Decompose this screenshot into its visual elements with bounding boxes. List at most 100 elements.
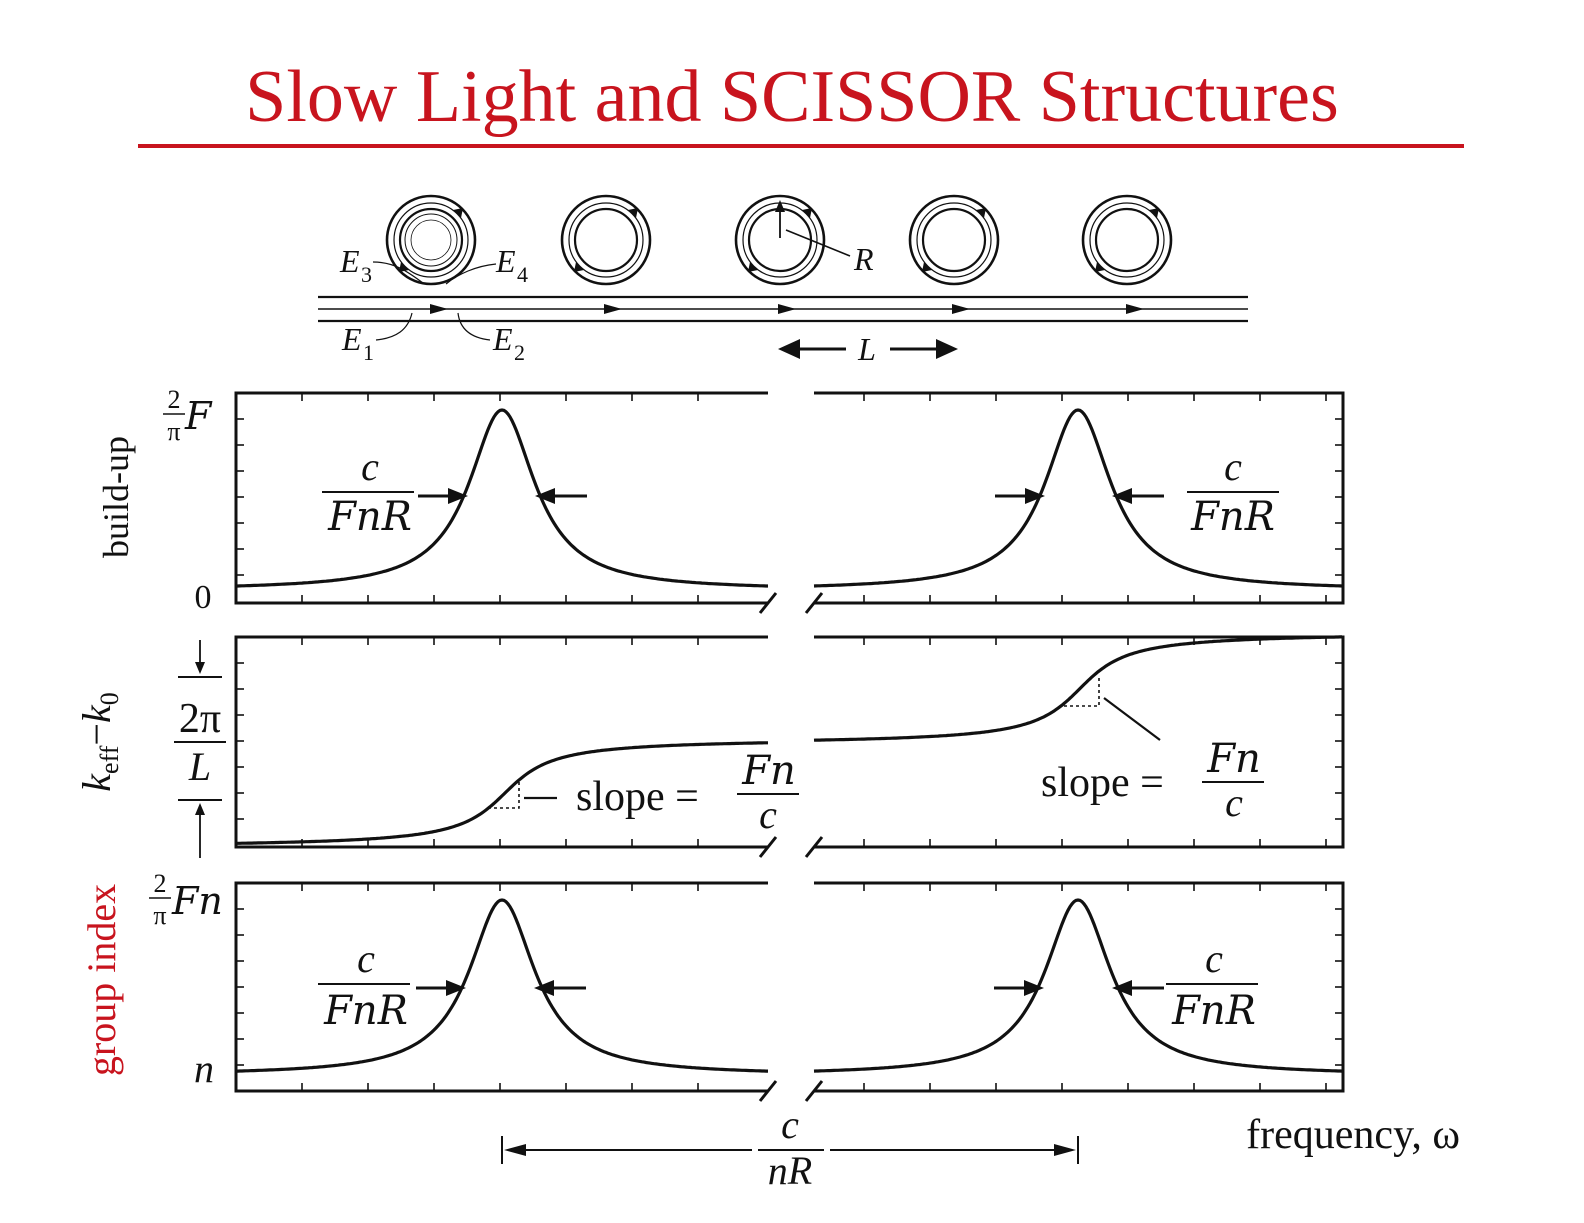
frame-left bbox=[234, 881, 768, 1093]
slope-annotation-right: slope = Fn c bbox=[1041, 676, 1264, 825]
step-numerator: 2π bbox=[179, 696, 221, 742]
fraction-numerator: 2 bbox=[168, 385, 181, 414]
step-arrowhead-top bbox=[195, 662, 205, 674]
slope-denominator: c bbox=[1225, 780, 1243, 825]
propagation-arrow bbox=[604, 304, 622, 314]
buildup-fwhm-arrow-left-out bbox=[535, 488, 587, 504]
fraction-numerator: c bbox=[357, 936, 375, 981]
field-label-e1: E 1 bbox=[341, 312, 413, 365]
field-label-sub: 2 bbox=[514, 340, 525, 365]
fwhm-arrows bbox=[416, 488, 1164, 996]
buildup-ytick-top: 2 π F bbox=[163, 385, 213, 446]
svg-text:keff−k0: keff−k0 bbox=[74, 692, 124, 791]
group-fwhm-left: c FnR bbox=[318, 936, 410, 1034]
circulation-arrowhead bbox=[628, 208, 638, 218]
fwhm-arrowhead bbox=[535, 488, 555, 504]
buildup-fwhm-left: c FnR bbox=[322, 444, 414, 540]
panel-frame-buildup bbox=[234, 391, 1345, 614]
field-label-sub: 3 bbox=[361, 262, 372, 287]
keff-subscript: eff bbox=[95, 745, 124, 774]
x-axis-label: frequency, ω bbox=[1246, 1112, 1460, 1158]
ring-outer-edge bbox=[734, 194, 826, 286]
fwhm-arrowhead bbox=[1025, 488, 1045, 504]
slope-denominator: c bbox=[759, 792, 777, 837]
group-ytick-top: 2 π Fn bbox=[149, 869, 223, 930]
propagation-arrow bbox=[952, 304, 970, 314]
radius-leader bbox=[785, 229, 851, 257]
slope-text: slope = bbox=[1041, 760, 1164, 806]
period-denominator: nR bbox=[768, 1148, 812, 1193]
field-label-base: E bbox=[339, 243, 360, 279]
slope-triangle bbox=[488, 780, 520, 809]
period-arrowhead-left bbox=[504, 1144, 526, 1156]
group-max-symbol: Fn bbox=[171, 879, 223, 923]
frame-right bbox=[814, 881, 1345, 1093]
ring-resonator bbox=[1081, 194, 1173, 286]
ring-outer-edge bbox=[908, 194, 1000, 286]
spacing-arrowhead-left bbox=[778, 339, 800, 359]
circulation-arrowhead bbox=[1095, 262, 1105, 272]
circulation-arrowhead bbox=[802, 208, 812, 218]
group-index-axis-label: group index bbox=[79, 884, 124, 1076]
fwhm-arrowhead bbox=[1024, 980, 1044, 996]
fraction-numerator: c bbox=[1224, 444, 1242, 489]
fwhm-arrowhead bbox=[448, 488, 468, 504]
period-numerator: c bbox=[781, 1102, 799, 1147]
group-fwhm-arrow-right-in bbox=[994, 980, 1044, 996]
period-arrowhead-right bbox=[1054, 1144, 1076, 1156]
ticks-buildup bbox=[236, 393, 1343, 603]
leader-line bbox=[372, 261, 424, 284]
ring-resonators bbox=[385, 194, 1173, 286]
group-fwhm-arrow-left-in bbox=[416, 980, 466, 996]
leader-line bbox=[457, 312, 491, 341]
group-fwhm-arrow-right-out bbox=[1112, 980, 1164, 996]
slope-numerator: Fn bbox=[1206, 736, 1261, 782]
radius-annotation: R bbox=[775, 200, 874, 277]
field-label-base: E bbox=[341, 321, 362, 357]
fraction-denominator: π bbox=[153, 901, 166, 930]
slope-annotation-left: slope = Fn c bbox=[488, 748, 799, 837]
ticks-keff bbox=[236, 637, 1343, 847]
ring-mode-path bbox=[568, 202, 644, 278]
circulation-arrowhead bbox=[976, 208, 986, 218]
ring-mode-path bbox=[393, 202, 469, 278]
ring-resonator bbox=[908, 194, 1000, 286]
circulation-arrowhead bbox=[1149, 208, 1159, 218]
ring-outer-edge bbox=[385, 194, 477, 286]
buildup-curve-left bbox=[236, 408, 768, 588]
ring-outer-edge bbox=[560, 194, 652, 286]
propagation-arrow bbox=[430, 304, 448, 314]
slide-title: Slow Light and SCISSOR Structures bbox=[245, 56, 1339, 138]
leader-line bbox=[375, 312, 413, 341]
fraction-denominator: FnR bbox=[323, 988, 408, 1034]
axis-break-mark bbox=[758, 592, 778, 614]
field-label-e3: E 3 bbox=[339, 243, 424, 287]
panel-keff: keff−k0 2π L slope = Fn bbox=[74, 640, 1264, 858]
keff-step-marker: 2π L bbox=[174, 640, 226, 858]
buildup-fwhm-arrow-right-out bbox=[1112, 488, 1164, 504]
axis-break-mark bbox=[804, 1080, 824, 1102]
ring-resonator bbox=[385, 194, 477, 286]
axis-break-mark bbox=[804, 592, 824, 614]
axis-break-mark bbox=[758, 836, 778, 858]
ring-outer-edge bbox=[1081, 194, 1173, 286]
buildup-curve-right bbox=[813, 408, 1343, 588]
panel-group-index: group index 2 π Fn n c FnR c FnR bbox=[79, 869, 1258, 1091]
ring-mode-path bbox=[410, 219, 452, 261]
radius-label: R bbox=[853, 241, 874, 277]
group-ytick-n: n bbox=[194, 1046, 214, 1091]
frame-left bbox=[234, 391, 768, 605]
buildup-fwhm-right: c FnR bbox=[1187, 444, 1279, 540]
slope-leader bbox=[1103, 697, 1161, 741]
frame-right bbox=[814, 391, 1345, 605]
step-denominator: L bbox=[188, 744, 211, 789]
fraction-numerator: c bbox=[361, 444, 379, 489]
ring-mode-path bbox=[404, 213, 458, 267]
propagation-arrow bbox=[1126, 304, 1144, 314]
circulation-arrowhead bbox=[453, 208, 463, 218]
fraction-denominator: FnR bbox=[1171, 988, 1256, 1034]
spacing-label: L bbox=[857, 331, 876, 367]
axis-ticks bbox=[236, 393, 1343, 1091]
